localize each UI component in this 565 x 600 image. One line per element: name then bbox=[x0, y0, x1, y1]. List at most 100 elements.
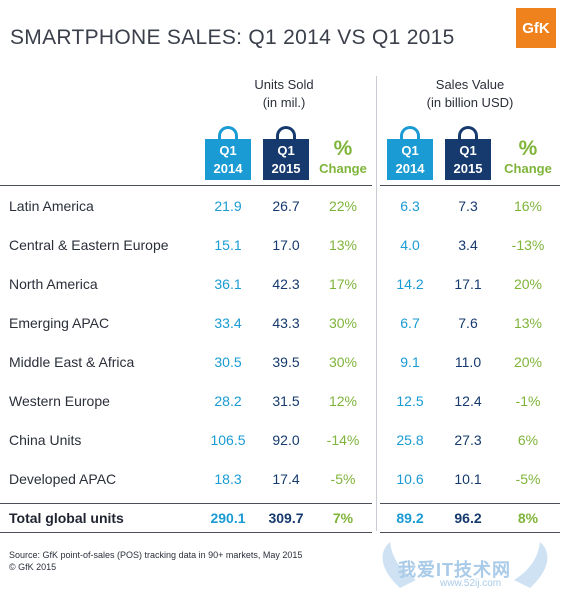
watermark-url: www.52ij.com bbox=[440, 578, 502, 589]
table-row: Emerging APAC 33.4 43.3 30% 6.7 7.6 13% bbox=[0, 313, 565, 333]
cell-units-2015: 31.5 bbox=[272, 393, 300, 409]
cell-units-2014: 18.3 bbox=[214, 471, 242, 487]
cell-units-change: -5% bbox=[330, 471, 356, 487]
row-label: Western Europe bbox=[9, 393, 110, 409]
cell-value-2015: 27.3 bbox=[454, 432, 482, 448]
cell-value-2014: 4.0 bbox=[400, 237, 420, 253]
group-divider bbox=[376, 76, 377, 531]
cell-value-2014: 6.7 bbox=[400, 315, 420, 331]
cell-units-change: -14% bbox=[326, 432, 360, 448]
cell-units-2015: 39.5 bbox=[272, 354, 300, 370]
shopping-bag-icon-units-2015: Q1 2015 bbox=[263, 126, 309, 180]
cell-units-change: 30% bbox=[328, 354, 358, 370]
shopping-bag-icon-value-2014: Q1 2014 bbox=[387, 126, 433, 180]
value-pct-change-header: % Change bbox=[504, 137, 552, 177]
row-label: China Units bbox=[9, 432, 82, 448]
table-row: Central & Eastern Europe 15.1 17.0 13% 4.0 3.… bbox=[0, 235, 565, 255]
cell-value-change: -13% bbox=[511, 237, 545, 253]
source-line-2: © GfK 2015 bbox=[9, 562, 57, 572]
cell-units-2015: 42.3 bbox=[272, 276, 300, 292]
table-row: China Units 106.5 92.0 -14% 25.8 27.3 6% bbox=[0, 430, 565, 450]
row-label: Middle East & Africa bbox=[9, 354, 135, 370]
cell-units-2014: 30.5 bbox=[214, 354, 242, 370]
chart-title: SMARTPHONE SALES: Q1 2014 VS Q1 2015 bbox=[10, 26, 455, 49]
table-row: Middle East & Africa 30.5 39.5 30% 9.1 11.0 20… bbox=[0, 352, 565, 372]
cell-value-2014: 89.2 bbox=[396, 510, 424, 526]
value-group-header: Sales Value (in billion USD) bbox=[400, 76, 540, 112]
cell-value-2014: 25.8 bbox=[396, 432, 424, 448]
cell-value-2015: 12.4 bbox=[454, 393, 482, 409]
cell-value-2014: 10.6 bbox=[396, 471, 424, 487]
table-row: North America 36.1 42.3 17% 14.2 17.1 20% bbox=[0, 274, 565, 294]
header-rule-right bbox=[380, 185, 560, 186]
cell-units-change: 12% bbox=[328, 393, 358, 409]
value-header-line1: Sales Value bbox=[435, 77, 505, 92]
cell-value-change: 16% bbox=[513, 198, 543, 214]
shopping-bag-icon-value-2015: Q1 2015 bbox=[445, 126, 491, 180]
cell-units-2014: 36.1 bbox=[214, 276, 242, 292]
cell-units-2015: 17.4 bbox=[272, 471, 300, 487]
cell-units-2015: 92.0 bbox=[272, 432, 300, 448]
cell-value-change: 13% bbox=[513, 315, 543, 331]
cell-units-change: 22% bbox=[328, 198, 358, 214]
cell-value-change: -5% bbox=[515, 471, 541, 487]
table-row: Developed APAC 18.3 17.4 -5% 10.6 10.1 -5% bbox=[0, 469, 565, 489]
cell-units-2015: 309.7 bbox=[268, 510, 304, 526]
cell-value-2015: 7.6 bbox=[458, 315, 478, 331]
total-rule-right bbox=[380, 503, 560, 504]
units-group-header: Units Sold (in mil.) bbox=[226, 76, 342, 112]
row-label: Latin America bbox=[9, 198, 94, 214]
row-label: Total global units bbox=[9, 510, 124, 526]
cell-units-2015: 17.0 bbox=[272, 237, 300, 253]
bottom-rule-left bbox=[0, 532, 372, 533]
row-label: Developed APAC bbox=[9, 471, 117, 487]
table-row: Latin America 21.9 26.7 22% 6.3 7.3 16% bbox=[0, 196, 565, 216]
total-row: Total global units 290.1 309.7 7% 89.2 96.2 8% bbox=[0, 508, 565, 528]
total-rule-left bbox=[0, 503, 372, 504]
header-rule-left bbox=[0, 185, 372, 186]
cell-units-2014: 15.1 bbox=[214, 237, 242, 253]
cell-value-2014: 12.5 bbox=[396, 393, 424, 409]
units-header-line2: (in mil.) bbox=[262, 95, 306, 110]
cell-value-2014: 14.2 bbox=[396, 276, 424, 292]
watermark: 我爱IT技术网 www.52ij.com bbox=[370, 540, 560, 595]
cell-units-2014: 290.1 bbox=[210, 510, 246, 526]
cell-value-2015: 11.0 bbox=[454, 354, 482, 370]
source-note: Source: GfK point-of-sales (POS) trackin… bbox=[9, 549, 302, 573]
units-pct-change-header: % Change bbox=[319, 137, 367, 177]
cell-value-2014: 6.3 bbox=[400, 198, 420, 214]
row-label: Emerging APAC bbox=[9, 315, 110, 331]
cell-value-2015: 3.4 bbox=[458, 237, 478, 253]
cell-value-change: 6% bbox=[517, 432, 539, 448]
shopping-bag-icon-units-2014: Q1 2014 bbox=[205, 126, 251, 180]
cell-units-2015: 26.7 bbox=[272, 198, 300, 214]
units-header-line1: Units Sold bbox=[254, 77, 314, 92]
cell-units-change: 17% bbox=[328, 276, 358, 292]
cell-units-2015: 43.3 bbox=[272, 315, 300, 331]
cell-value-change: -1% bbox=[515, 393, 541, 409]
cell-units-2014: 106.5 bbox=[210, 432, 246, 448]
cell-value-2015: 10.1 bbox=[454, 471, 482, 487]
table-row: Western Europe 28.2 31.5 12% 12.5 12.4 -1% bbox=[0, 391, 565, 411]
bottom-rule-right bbox=[380, 532, 560, 533]
cell-value-2015: 17.1 bbox=[454, 276, 482, 292]
value-header-line2: (in billion USD) bbox=[426, 95, 514, 110]
cell-value-change: 20% bbox=[513, 354, 543, 370]
cell-value-change: 8% bbox=[517, 510, 539, 526]
cell-value-2015: 7.3 bbox=[458, 198, 478, 214]
cell-value-2015: 96.2 bbox=[454, 510, 482, 526]
watermark-text: 我爱IT技术网 bbox=[398, 560, 511, 580]
cell-value-change: 20% bbox=[513, 276, 543, 292]
cell-units-2014: 33.4 bbox=[214, 315, 242, 331]
cell-units-change: 7% bbox=[332, 510, 354, 526]
wings-icon bbox=[382, 542, 548, 588]
cell-units-2014: 21.9 bbox=[214, 198, 242, 214]
cell-units-change: 30% bbox=[328, 315, 358, 331]
row-label: North America bbox=[9, 276, 98, 292]
cell-units-2014: 28.2 bbox=[214, 393, 242, 409]
source-line-1: Source: GfK point-of-sales (POS) trackin… bbox=[9, 550, 303, 560]
cell-units-change: 13% bbox=[328, 237, 358, 253]
gfk-logo: GfK bbox=[516, 8, 556, 48]
row-label: Central & Eastern Europe bbox=[9, 237, 169, 253]
cell-value-2014: 9.1 bbox=[400, 354, 420, 370]
